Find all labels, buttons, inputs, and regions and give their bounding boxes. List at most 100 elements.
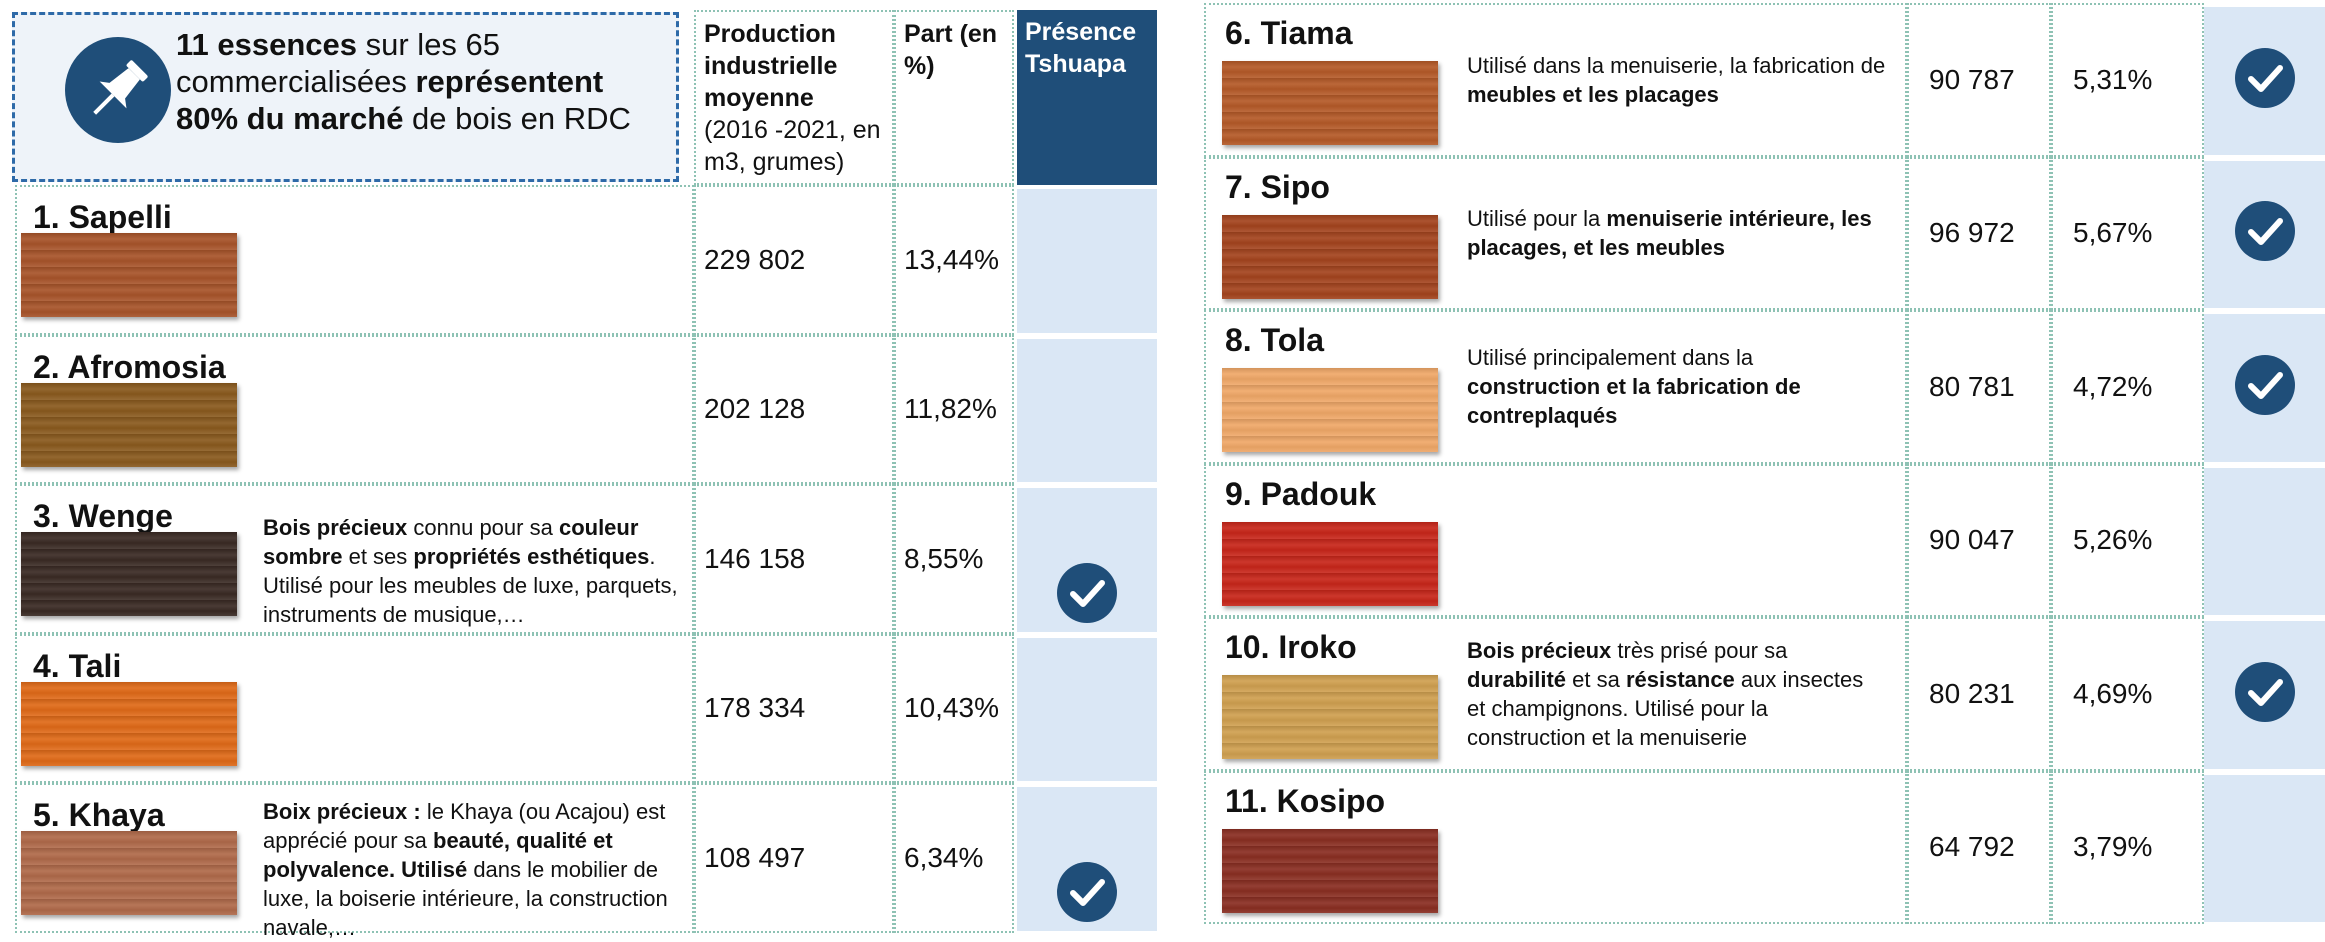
share-cell: 10,43%: [894, 633, 1014, 783]
check-icon: [2234, 201, 2295, 262]
name-cell: 1. Sapelli: [15, 185, 694, 335]
species-name: 7. Sipo: [1225, 168, 1330, 205]
text-segment: Utilisé principalement dans la: [1467, 345, 1754, 371]
wood-swatch: [21, 681, 237, 766]
name-cell: 8. Tola Utilisé principalement dans la co…: [1204, 310, 1907, 464]
production-value: 90 787: [1929, 63, 2015, 95]
description-text: Bois précieux connu pour sa couleur somb…: [263, 513, 703, 629]
production-cell: 80 781: [1907, 310, 2051, 464]
column-header: Production industrielle moyenne (2016 -20…: [694, 10, 894, 185]
share-value: 6,34%: [904, 841, 984, 873]
text-segment: Bois précieux: [1467, 637, 1612, 663]
species-name: 2. Afromosia: [33, 348, 226, 385]
presence-cell: [2204, 774, 2325, 922]
name-cell: 9. Padouk: [1204, 463, 1907, 617]
production-cell: 90 047: [1907, 463, 2051, 617]
presence-cell: [2204, 7, 2325, 155]
presence-cell: [2204, 160, 2325, 308]
text-segment: Boix précieux :: [263, 799, 421, 825]
check-icon: [2234, 354, 2295, 415]
production-cell: 80 231: [1907, 617, 2051, 771]
production-value: 80 231: [1929, 677, 2015, 709]
text-segment: et ses: [342, 543, 414, 569]
column-header: Présence Tshuapa: [1017, 10, 1157, 185]
wood-swatch: [21, 831, 237, 915]
share-value: 4,72%: [2073, 370, 2153, 402]
share-cell: 11,82%: [894, 334, 1014, 484]
name-cell: 5. Khaya Boix précieux : le Khaya (ou Aca…: [15, 783, 694, 940]
presence-cell: [1017, 189, 1157, 333]
species-name: 8. Tola: [1225, 322, 1324, 358]
text-segment: Présence Tshuapa: [1025, 18, 1137, 78]
description-text: Utilisé principalement dans la construct…: [1467, 343, 1887, 430]
share-cell: 8,55%: [894, 484, 1014, 634]
species-name: 6. Tiama: [1225, 15, 1353, 51]
wood-swatch: [21, 382, 237, 467]
text-segment: durabilité: [1467, 666, 1567, 692]
share-cell: 4,72%: [2051, 310, 2204, 464]
production-value: 80 781: [1929, 370, 2015, 402]
share-cell: 4,69%: [2051, 617, 2204, 771]
production-cell: 146 158: [694, 484, 894, 634]
production-cell: 96 972: [1907, 156, 2051, 310]
text-segment: 11 essences: [176, 27, 358, 62]
pin-icon: [65, 37, 171, 143]
wood-swatch: [1222, 675, 1438, 759]
text-segment: meubles et les placages: [1467, 81, 1719, 107]
text-segment: Bois précieux: [263, 514, 408, 540]
column-header: Part (en %): [894, 10, 1014, 185]
share-value: 8,55%: [904, 542, 984, 574]
share-value: 4,69%: [2073, 677, 2153, 709]
production-cell: 229 802: [694, 185, 894, 335]
text-segment: (2016 -2021, en m3, grumes): [704, 116, 881, 176]
check-icon: [1057, 562, 1117, 623]
text-segment: propriétés esthétiques: [413, 543, 650, 569]
presence-cell: [1017, 787, 1157, 931]
description: Bois précieux très prisé pour sa durabil…: [1467, 619, 1887, 769]
share-value: 3,79%: [2073, 831, 2153, 863]
share-cell: 3,79%: [2051, 770, 2204, 924]
presence-cell: [2204, 314, 2325, 462]
callout-text: 11 essences sur les 65 commercialisées r…: [176, 26, 656, 137]
text-segment: . Utilisé pour les meubles de luxe, parq…: [263, 543, 678, 627]
description-text: Utilisé dans la menuiserie, la fabricati…: [1467, 51, 1887, 109]
callout-box: [12, 12, 679, 182]
production-value: 64 792: [1929, 831, 2015, 863]
species-name: 10. Iroko: [1225, 629, 1357, 665]
text-segment: construction et la fabrication de contre…: [1467, 374, 1801, 429]
text-segment: beauté, qualité et polyvalence. Utilisé: [263, 828, 613, 883]
name-cell: 7. Sipo Utilisé pour la menuiserie intéri…: [1204, 156, 1907, 310]
share-cell: 5,26%: [2051, 463, 2204, 617]
description-text: Boix précieux : le Khaya (ou Acajou) est…: [263, 797, 703, 942]
share-cell: 6,34%: [894, 783, 1014, 933]
production-value: 229 802: [704, 243, 806, 275]
text-segment: représentent 80% du marché: [176, 64, 604, 136]
species-name: 5. Khaya: [33, 797, 165, 833]
text-segment: Part (en %): [904, 20, 998, 80]
description: Boix précieux : le Khaya (ou Acajou) est…: [263, 799, 703, 940]
description: Utilisé principalement dans la construct…: [1467, 312, 1887, 462]
production-cell: 64 792: [1907, 770, 2051, 924]
wood-swatch: [1222, 521, 1438, 606]
text-segment: Production industrielle moyenne: [704, 20, 838, 112]
presence-cell: [1017, 338, 1157, 482]
text-segment: sur les 65 commercialisées: [176, 27, 501, 99]
production-value: 202 128: [704, 393, 806, 425]
species-name: 11. Kosipo: [1225, 782, 1386, 819]
name-cell: 3. Wenge Bois précieux connu pour sa coul…: [15, 484, 694, 634]
presence-cell: [1017, 488, 1157, 632]
description: Utilisé pour la menuiserie intérieure, l…: [1467, 159, 1887, 309]
production-cell: 178 334: [694, 633, 894, 783]
species-name: 1. Sapelli: [33, 199, 172, 235]
description: Utilisé dans la menuiserie, la fabricati…: [1467, 5, 1887, 155]
production-value: 146 158: [704, 542, 806, 574]
share-cell: 5,67%: [2051, 156, 2204, 310]
presence-cell: [2204, 621, 2325, 769]
wood-swatch: [1222, 368, 1438, 452]
text-segment: connu pour sa: [407, 514, 559, 540]
share-value: 10,43%: [904, 692, 999, 724]
share-value: 5,67%: [2073, 217, 2153, 249]
species-name: 3. Wenge: [33, 498, 173, 534]
wood-swatch: [1222, 214, 1438, 299]
wood-swatch: [1222, 828, 1438, 913]
